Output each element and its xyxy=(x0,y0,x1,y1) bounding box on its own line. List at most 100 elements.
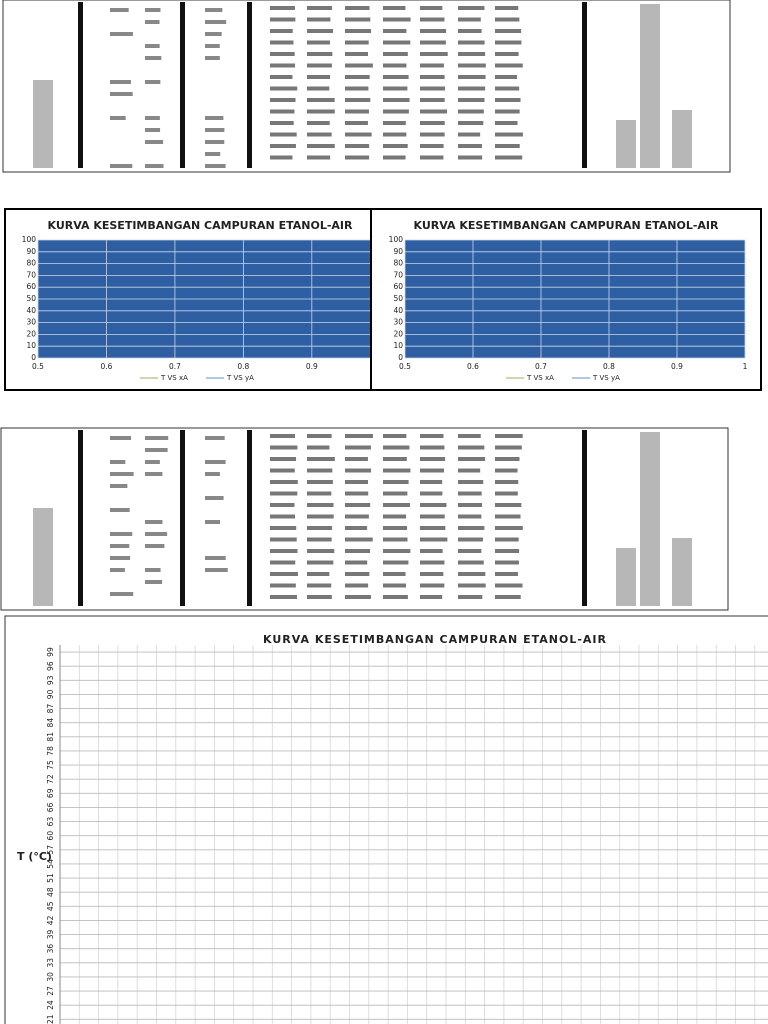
image-cell xyxy=(270,445,298,450)
y-tick-label: 72 xyxy=(46,774,55,784)
image-cell xyxy=(383,514,407,519)
y-tick-label: 30 xyxy=(393,318,403,327)
y-tick-label: 81 xyxy=(46,732,55,742)
image-cell xyxy=(495,514,521,519)
image-stroke xyxy=(180,2,185,168)
image-cell xyxy=(495,29,522,33)
image-cell xyxy=(307,480,333,484)
image-cell xyxy=(307,121,330,125)
image-cell xyxy=(616,548,636,606)
image-cell xyxy=(345,17,371,22)
y-tick-label: 63 xyxy=(46,817,55,827)
image-cell xyxy=(145,164,164,168)
image-cell xyxy=(672,538,692,606)
image-cell xyxy=(345,572,370,576)
image-stroke xyxy=(78,430,83,606)
image-cell xyxy=(383,52,408,56)
image-cell xyxy=(383,132,407,137)
image-cell xyxy=(145,56,162,60)
chart-panel xyxy=(4,615,768,1024)
x-tick-label: 0.8 xyxy=(237,362,249,371)
image-cell xyxy=(458,468,481,473)
y-tick-label: 90 xyxy=(46,689,55,699)
image-cell xyxy=(270,549,298,553)
image-cell xyxy=(420,583,445,588)
image-cell xyxy=(270,434,295,438)
image-cell xyxy=(270,52,295,56)
image-cell xyxy=(458,457,486,461)
y-tick-label: 51 xyxy=(46,873,55,883)
image-cell xyxy=(458,560,484,565)
image-cell xyxy=(383,537,408,542)
image-cell xyxy=(345,6,370,10)
table-image xyxy=(0,427,729,611)
image-cell xyxy=(383,560,409,565)
image-cell xyxy=(110,556,131,560)
image-cell xyxy=(383,445,410,450)
image-cell xyxy=(495,40,522,45)
image-cell xyxy=(205,140,225,144)
y-tick-label: 50 xyxy=(26,294,36,303)
y-tick-label: 99 xyxy=(46,647,55,657)
image-cell xyxy=(145,44,160,48)
image-cell xyxy=(307,526,333,530)
image-cell xyxy=(270,457,297,461)
image-cell xyxy=(110,32,133,36)
x-tick-label: 0.6 xyxy=(100,362,112,371)
image-cell xyxy=(270,583,296,588)
image-cell xyxy=(307,40,330,45)
image-cell xyxy=(458,121,484,125)
image-cell xyxy=(145,580,163,584)
image-cell xyxy=(345,121,368,125)
y-axis-label: T (°C) xyxy=(17,850,52,863)
y-tick-label: 40 xyxy=(393,306,403,315)
image-stroke xyxy=(582,430,587,606)
y-tick-label: 0 xyxy=(398,353,403,362)
image-cell xyxy=(110,436,132,440)
image-cell xyxy=(205,436,225,440)
image-cell xyxy=(458,6,485,10)
image-cell xyxy=(345,132,372,137)
image-cell xyxy=(383,457,407,461)
image-cell xyxy=(420,434,444,438)
y-tick-label: 42 xyxy=(46,915,55,925)
image-cell xyxy=(495,491,518,496)
image-cell xyxy=(495,109,520,114)
x-tick-label: 1 xyxy=(743,362,748,371)
y-tick-label: 70 xyxy=(393,270,403,279)
image-cell xyxy=(145,116,160,120)
image-cell xyxy=(110,80,131,84)
image-stroke xyxy=(78,2,83,168)
image-cell xyxy=(110,472,134,476)
image-cell xyxy=(145,80,161,84)
image-cell xyxy=(383,121,406,125)
image-cell xyxy=(205,164,226,168)
image-cell xyxy=(383,468,411,473)
image-cell xyxy=(420,144,444,148)
image-cell xyxy=(458,434,481,438)
image-cell xyxy=(307,75,331,79)
legend-label: T VS yA xyxy=(592,374,620,382)
image-cell xyxy=(420,457,446,461)
image-cell xyxy=(307,537,332,542)
image-cell xyxy=(270,480,298,484)
image-cell xyxy=(458,132,481,137)
image-stroke xyxy=(180,430,185,606)
image-cell xyxy=(420,572,444,576)
image-cell xyxy=(110,592,134,596)
image-cell xyxy=(420,109,448,114)
image-cell xyxy=(145,20,160,24)
image-cell xyxy=(345,40,369,45)
image-cell xyxy=(383,40,411,45)
image-cell xyxy=(145,520,163,524)
image-cell xyxy=(110,508,130,512)
image-stroke xyxy=(247,2,252,168)
image-cell xyxy=(205,520,220,524)
y-tick-label: 87 xyxy=(46,704,55,714)
image-cell xyxy=(307,583,332,588)
image-cell xyxy=(420,526,446,530)
y-tick-label: 21 xyxy=(46,1014,55,1024)
image-cell xyxy=(270,6,295,10)
image-cell xyxy=(205,32,222,36)
